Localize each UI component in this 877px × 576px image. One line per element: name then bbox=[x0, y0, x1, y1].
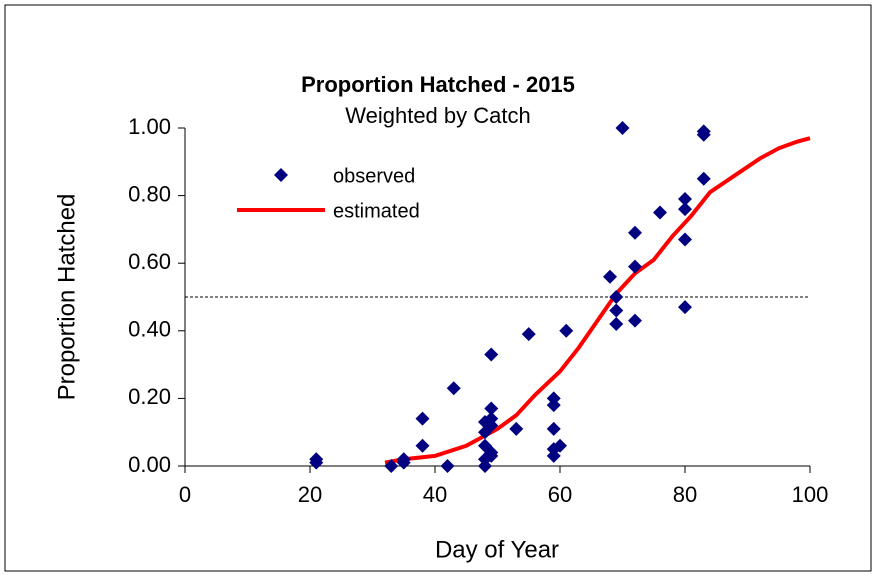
data-point bbox=[609, 290, 624, 304]
x-tick-label: 40 bbox=[423, 482, 447, 507]
data-point bbox=[628, 313, 642, 328]
data-point bbox=[696, 171, 711, 186]
data-point bbox=[696, 124, 711, 139]
x-tick-label: 80 bbox=[673, 482, 697, 507]
data-point bbox=[653, 205, 667, 220]
data-point bbox=[484, 401, 499, 416]
data-point bbox=[396, 452, 411, 467]
data-point bbox=[603, 269, 617, 284]
x-tick-label: 20 bbox=[298, 482, 322, 507]
y-tick-label: 1.00 bbox=[128, 114, 171, 139]
data-point bbox=[553, 438, 567, 453]
data-point bbox=[678, 191, 692, 206]
data-point bbox=[628, 259, 642, 274]
x-tick-label: 100 bbox=[792, 482, 829, 507]
x-tick-label: 60 bbox=[548, 482, 572, 507]
data-point bbox=[509, 421, 524, 436]
y-tick-label: 0.60 bbox=[128, 249, 171, 274]
chart-frame bbox=[4, 4, 872, 572]
data-point bbox=[415, 411, 430, 426]
legend-label: estimated bbox=[333, 200, 420, 222]
data-point bbox=[484, 445, 499, 460]
x-axis-label: Day of Year bbox=[435, 536, 559, 563]
data-point bbox=[559, 323, 574, 338]
data-point bbox=[415, 438, 430, 453]
x-tick-label: 0 bbox=[179, 482, 191, 507]
estimated-line bbox=[384, 136, 811, 465]
data-point bbox=[484, 347, 499, 362]
y-tick-label: 0.20 bbox=[128, 384, 171, 409]
data-point bbox=[678, 202, 692, 217]
y-tick-label: 0.40 bbox=[128, 317, 171, 342]
y-axis-label: Proportion Hatched bbox=[53, 194, 80, 401]
data-point bbox=[484, 411, 499, 426]
legend-marker bbox=[274, 168, 288, 182]
data-point bbox=[446, 381, 461, 396]
y-tick-label: 0.00 bbox=[128, 452, 171, 477]
data-point bbox=[678, 300, 692, 315]
data-point bbox=[440, 459, 455, 473]
data-point bbox=[609, 317, 624, 332]
data-point bbox=[546, 391, 561, 406]
y-tick-label: 0.80 bbox=[128, 181, 171, 206]
data-point bbox=[609, 303, 624, 318]
data-point bbox=[546, 421, 561, 436]
chart-title: Proportion Hatched - 2015 bbox=[301, 72, 575, 97]
data-point bbox=[615, 121, 630, 135]
data-point bbox=[678, 232, 692, 247]
data-point bbox=[309, 452, 324, 467]
legend-label: observed bbox=[333, 165, 415, 187]
chart-subtitle: Weighted by Catch bbox=[345, 103, 530, 128]
data-point bbox=[628, 225, 642, 240]
data-point bbox=[521, 327, 536, 342]
data-point bbox=[384, 459, 399, 473]
